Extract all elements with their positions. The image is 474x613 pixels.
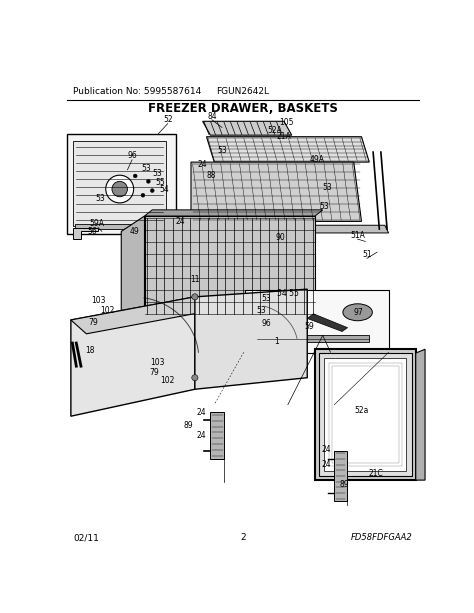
Text: 51A: 51A <box>350 230 365 240</box>
Text: 02/11: 02/11 <box>73 533 99 543</box>
Text: 88: 88 <box>206 172 216 180</box>
Text: 53: 53 <box>261 294 271 303</box>
Text: 24: 24 <box>196 431 206 440</box>
Text: 90: 90 <box>275 233 285 242</box>
Polygon shape <box>191 162 362 221</box>
Bar <box>324 359 406 471</box>
Circle shape <box>255 313 269 327</box>
Text: 49: 49 <box>129 227 139 236</box>
Bar <box>332 366 399 463</box>
Text: 1: 1 <box>274 337 279 346</box>
Polygon shape <box>145 216 315 316</box>
Text: 96: 96 <box>261 319 271 329</box>
Text: 103: 103 <box>91 296 105 305</box>
Text: 18: 18 <box>85 346 95 356</box>
Circle shape <box>150 189 154 192</box>
Text: 24: 24 <box>322 445 331 454</box>
Text: 53: 53 <box>322 183 332 192</box>
Polygon shape <box>75 224 164 229</box>
Text: 96: 96 <box>127 151 137 161</box>
Polygon shape <box>307 314 347 332</box>
Circle shape <box>146 180 150 183</box>
Text: 53: 53 <box>217 146 227 155</box>
Text: 103: 103 <box>150 358 165 367</box>
Text: 11: 11 <box>190 275 200 284</box>
Text: 79: 79 <box>149 368 159 377</box>
Polygon shape <box>145 210 323 216</box>
Text: 53: 53 <box>95 194 105 203</box>
Text: 79: 79 <box>89 318 98 327</box>
Polygon shape <box>202 121 292 135</box>
Text: 59A: 59A <box>89 219 104 228</box>
Text: 24: 24 <box>196 408 206 417</box>
Bar <box>334 451 347 501</box>
Text: 59: 59 <box>304 322 314 330</box>
Polygon shape <box>71 297 210 334</box>
Text: 54: 54 <box>159 185 169 194</box>
Circle shape <box>192 375 198 381</box>
Circle shape <box>106 175 134 203</box>
Text: 52a: 52a <box>354 406 369 416</box>
Bar <box>319 353 412 476</box>
Text: FREEZER DRAWER, BASKETS: FREEZER DRAWER, BASKETS <box>148 102 338 115</box>
Text: 89: 89 <box>183 421 193 430</box>
Circle shape <box>133 174 137 178</box>
Text: 2: 2 <box>240 533 246 543</box>
Text: 105: 105 <box>279 118 293 128</box>
Text: 52: 52 <box>163 115 173 124</box>
Text: 49A: 49A <box>310 155 325 164</box>
Bar <box>210 413 224 459</box>
Text: 53: 53 <box>256 306 265 315</box>
Circle shape <box>192 294 198 300</box>
Text: 24: 24 <box>322 460 331 469</box>
Bar <box>257 335 369 341</box>
Text: 52A: 52A <box>267 126 282 135</box>
FancyBboxPatch shape <box>245 291 389 352</box>
Text: 53: 53 <box>319 202 329 211</box>
Polygon shape <box>73 227 98 239</box>
Text: 102: 102 <box>100 306 115 315</box>
Circle shape <box>264 305 273 312</box>
Bar <box>67 134 175 234</box>
Polygon shape <box>195 289 307 389</box>
Text: 56: 56 <box>88 227 98 236</box>
Bar <box>315 349 416 480</box>
Text: 55: 55 <box>155 178 165 188</box>
Text: 53: 53 <box>141 164 151 173</box>
Text: FD58FDFGAA2: FD58FDFGAA2 <box>351 533 413 543</box>
Text: 54 55: 54 55 <box>277 289 299 297</box>
Text: 24: 24 <box>175 217 185 226</box>
Circle shape <box>294 299 302 307</box>
Text: 51: 51 <box>362 250 372 259</box>
Text: Publication No: 5995587614: Publication No: 5995587614 <box>73 88 201 96</box>
Polygon shape <box>207 137 369 162</box>
Polygon shape <box>71 297 195 416</box>
Circle shape <box>280 302 288 310</box>
Text: 102: 102 <box>161 376 175 384</box>
Circle shape <box>112 181 128 197</box>
Text: 24: 24 <box>198 160 208 169</box>
Text: 89: 89 <box>340 480 349 489</box>
Bar <box>329 363 402 466</box>
Polygon shape <box>179 225 389 233</box>
Circle shape <box>141 193 145 197</box>
Text: FGUN2642L: FGUN2642L <box>217 88 269 96</box>
Text: 21C: 21C <box>368 470 383 479</box>
Polygon shape <box>121 216 145 332</box>
Bar <box>73 142 166 226</box>
Text: 97: 97 <box>354 308 363 317</box>
Text: 84: 84 <box>207 112 217 121</box>
Polygon shape <box>416 349 425 480</box>
Text: 53: 53 <box>153 169 163 178</box>
Text: 21A: 21A <box>277 132 292 141</box>
Ellipse shape <box>343 304 373 321</box>
